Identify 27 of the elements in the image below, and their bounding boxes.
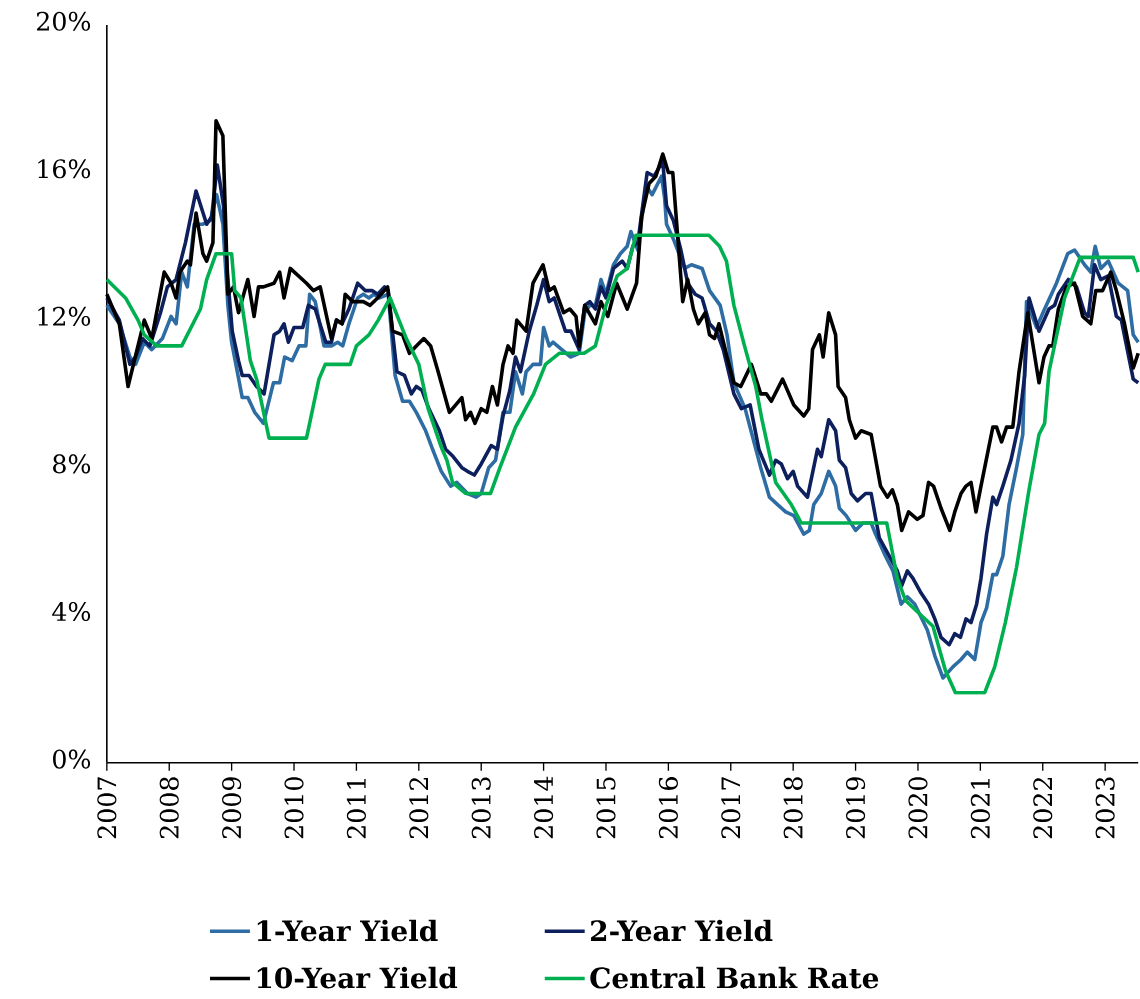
legend-label: 2-Year Yield bbox=[591, 919, 773, 942]
x-tick-label: 2008 bbox=[159, 777, 179, 838]
y-tick-label: 4% bbox=[52, 601, 91, 621]
x-tick-label: 2019 bbox=[846, 777, 866, 838]
x-tick-label: 2022 bbox=[1033, 777, 1053, 838]
y-tick-label: 20% bbox=[36, 11, 91, 31]
x-tick-label: 2018 bbox=[783, 777, 803, 838]
y-tick-label: 8% bbox=[53, 454, 91, 474]
legend-label: 10-Year Yield bbox=[257, 966, 458, 989]
legend-label: 1-Year Yield bbox=[257, 919, 438, 942]
legend-label: Central Bank Rate bbox=[590, 966, 879, 989]
x-tick-label: 2010 bbox=[284, 776, 304, 838]
x-tick-label: 2015 bbox=[596, 777, 616, 838]
x-tick-label: 2016 bbox=[658, 776, 678, 838]
y-tick-label: 16% bbox=[38, 159, 91, 179]
x-tick-label: 2020 bbox=[908, 776, 928, 838]
x-tick-label: 2023 bbox=[1095, 777, 1115, 838]
y-tick-label: 0% bbox=[53, 749, 91, 769]
x-tick-label: 2017 bbox=[721, 777, 741, 838]
x-tick-label: 2007 bbox=[97, 777, 117, 838]
x-tick-label: 2011 bbox=[346, 778, 366, 838]
y-tick-label: 12% bbox=[38, 306, 91, 326]
x-tick-label: 2009 bbox=[222, 777, 242, 838]
x-tick-label: 2021 bbox=[970, 778, 990, 838]
x-tick-label: 2013 bbox=[471, 777, 491, 838]
x-tick-label: 2014 bbox=[534, 776, 554, 838]
x-tick-label: 2012 bbox=[409, 777, 429, 838]
